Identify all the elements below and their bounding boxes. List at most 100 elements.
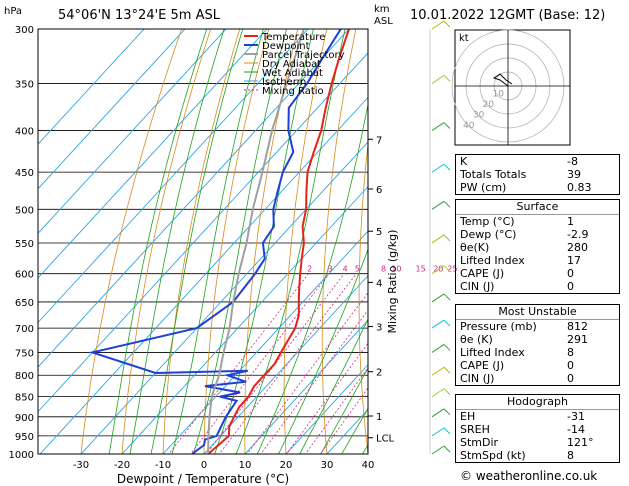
wet-adiabat-line	[150, 29, 244, 454]
dry-adiabat-line	[203, 29, 270, 454]
wind-barb	[431, 234, 445, 244]
wind-barb-flag	[443, 445, 451, 453]
dry-adiabat-line	[283, 29, 328, 454]
x-axis-label: Dewpoint / Temperature (°C)	[117, 472, 289, 486]
km-label: km	[374, 4, 390, 15]
asl-label: ASL	[374, 16, 393, 27]
chart-series	[88, 29, 350, 454]
temperature-tick-label: -30	[73, 460, 89, 471]
pressure-tick-label: 750	[15, 348, 34, 359]
pressure-tick-label: 650	[15, 298, 34, 309]
surface-table: Surface Temp (°C) 1 Dewp (°C) -2.9 θe(K) 28…	[455, 199, 620, 294]
series-parcel-trajectory	[207, 29, 305, 454]
legend-label: Dry Adiabat	[262, 59, 321, 70]
wind-barbs	[429, 20, 451, 455]
wet-adiabat-line	[235, 29, 346, 454]
wind-barb-flag	[443, 366, 451, 374]
km-tick-label: 5	[376, 227, 382, 238]
wind-barb-flag	[443, 388, 451, 395]
isotherm-line	[162, 230, 368, 454]
temperature-tick-label: 10	[239, 460, 252, 471]
wind-barb-flag	[443, 20, 451, 28]
wind-barb	[431, 427, 445, 437]
wind-barb	[431, 20, 445, 30]
mixing-ratio-line	[168, 273, 309, 454]
surface-row: Dewp (°C) -2.9	[460, 228, 589, 241]
mixing-ratio-line	[218, 273, 357, 454]
dry-adiabat-line	[244, 29, 299, 454]
wind-barb	[431, 265, 445, 275]
km-tick-label: 6	[376, 185, 382, 196]
wind-barb-flag	[443, 344, 451, 351]
wind-barb	[431, 163, 445, 173]
chart-axes: 2345810152025300350400450500550600650700…	[9, 25, 458, 486]
wet-adiabat-line	[192, 29, 288, 454]
wet-adiabat-line	[299, 318, 368, 454]
mixing-ratio-label: 15	[416, 265, 426, 274]
mixing-ratio-line	[246, 292, 368, 454]
temperature-tick-label: 40	[362, 460, 375, 471]
pressure-tick-label: 350	[15, 79, 34, 90]
temperature-tick-label: -10	[155, 460, 171, 471]
wind-barb-flag	[443, 200, 451, 208]
hodo-row: EH -31	[460, 410, 585, 423]
wind-barb-flag	[443, 163, 451, 171]
wind-barb	[431, 388, 445, 398]
mixing-ratio-line	[304, 367, 368, 454]
hodograph-title: Hodograph	[456, 395, 619, 410]
mixing-ratio-label: 5	[355, 265, 360, 274]
mixing-ratio-label: 8	[381, 265, 386, 274]
pressure-tick-label: 850	[15, 393, 34, 404]
wind-barb	[431, 408, 445, 418]
km-tick-label: 2	[376, 368, 382, 379]
temperature-tick-label: -20	[114, 460, 130, 471]
pressure-tick-label: 400	[15, 127, 34, 138]
dry-adiabat-line	[80, 29, 183, 454]
wind-barb	[431, 122, 445, 131]
datetime-title: 10.01.2022 12GMT (Base: 12)	[410, 8, 606, 23]
wind-barb-flag	[443, 122, 451, 129]
temperature-tick-label: 20	[280, 460, 293, 471]
isotherm-line	[38, 29, 145, 145]
km-tick-label: 7	[376, 135, 382, 146]
isotherm-line	[38, 29, 309, 324]
legend-label: Dewpoint	[262, 41, 310, 52]
km-tick-label: 3	[376, 323, 382, 334]
pressure-tick-label: 1000	[9, 450, 34, 461]
isotherm-line	[38, 52, 368, 413]
mixing-ratio-label: 4	[343, 265, 348, 274]
series-temperature	[207, 29, 350, 454]
isotherm-line	[38, 29, 227, 235]
isotherm-line	[80, 141, 368, 454]
wet-adiabat-line	[341, 407, 368, 454]
wind-barb-flag	[443, 427, 451, 435]
wind-barb	[431, 200, 445, 210]
dry-adiabat-line	[321, 29, 357, 454]
wind-barb	[431, 293, 445, 303]
indices-table: K -8 Totals Totals 39 PW (cm) 0.83	[455, 154, 620, 195]
hodograph-ring-label: 40	[463, 121, 475, 131]
mixing-ratio-line	[260, 309, 368, 454]
temperature-tick-label: 30	[321, 460, 334, 471]
pressure-tick-label: 300	[15, 25, 34, 36]
pressure-tick-label: 900	[15, 413, 34, 424]
pressure-tick-label: 550	[15, 239, 34, 250]
mixing-ratio-axis-label: Mixing Ratio (g/kg)	[386, 230, 399, 334]
surface-title: Surface	[456, 200, 619, 215]
legend-label: Parcel Trajectory	[262, 50, 345, 61]
hodograph-ring-label: 10	[492, 90, 504, 100]
pressure-tick-label: 950	[15, 432, 34, 443]
isotherm-line	[38, 29, 268, 279]
km-tick-label: 1	[376, 412, 382, 423]
hodograph-ring-label: 30	[473, 111, 485, 121]
wind-barb	[431, 344, 445, 353]
wind-barb-flag	[443, 408, 451, 416]
km-tick-label: 4	[376, 278, 382, 289]
wind-barb-flag	[443, 75, 451, 82]
wind-barb	[431, 445, 445, 455]
temperature-tick-label: 0	[201, 460, 207, 471]
surface-row: Temp (°C) 1	[460, 215, 574, 228]
wind-barb-flag	[443, 265, 451, 273]
